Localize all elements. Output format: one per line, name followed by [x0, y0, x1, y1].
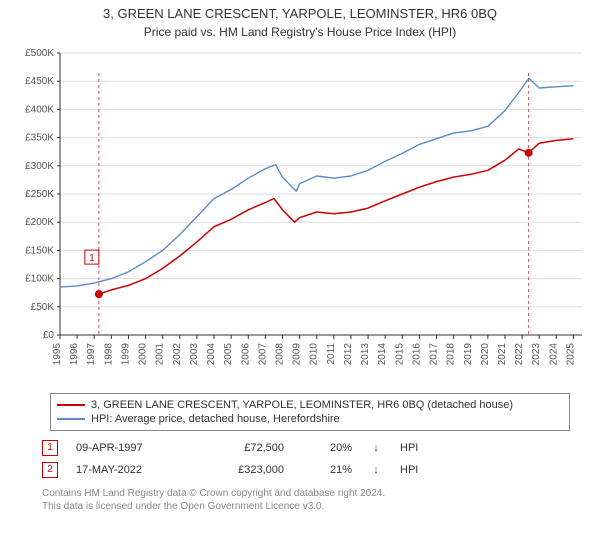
svg-text:£200K: £200K [25, 217, 54, 228]
event-date: 09-APR-1997 [76, 442, 186, 454]
svg-text:2024: 2024 [548, 342, 559, 365]
event-pct: 21% [302, 464, 352, 476]
event-pct: 20% [302, 442, 352, 454]
svg-text:2004: 2004 [206, 342, 217, 365]
svg-text:2006: 2006 [240, 342, 251, 365]
svg-text:2003: 2003 [189, 342, 200, 365]
footnote-line: Contains HM Land Registry data © Crown c… [42, 487, 570, 501]
chart-svg: £0 £50K £100K £150K £200K £250K £300K £350K £400… [10, 45, 590, 385]
event-row: 1 09-APR-1997 £72,500 20% ↓ HPI [42, 437, 570, 459]
chart-subtitle: Price paid vs. HM Land Registry's House … [10, 25, 590, 39]
legend-item: 3, GREEN LANE CRESCENT, YARPOLE, LEOMINS… [57, 398, 563, 412]
down-arrow-icon: ↓ [370, 464, 382, 476]
svg-text:1: 1 [89, 253, 95, 264]
event-table: 1 09-APR-1997 £72,500 20% ↓ HPI 2 17-MAY… [42, 437, 570, 481]
svg-text:£350K: £350K [25, 132, 54, 143]
svg-text:2022: 2022 [514, 342, 525, 365]
svg-text:£50K: £50K [31, 302, 55, 313]
footnote-line: This data is licensed under the Open Gov… [42, 500, 570, 514]
svg-text:2010: 2010 [309, 342, 320, 365]
svg-text:£400K: £400K [25, 104, 54, 115]
svg-text:2005: 2005 [223, 342, 234, 365]
svg-text:2000: 2000 [138, 342, 149, 365]
event-date: 17-MAY-2022 [76, 464, 186, 476]
legend-swatch [57, 404, 85, 406]
svg-text:2025: 2025 [565, 342, 576, 365]
event-hpi-label: HPI [400, 464, 418, 476]
svg-text:2016: 2016 [411, 342, 422, 365]
svg-text:1996: 1996 [69, 342, 80, 365]
svg-text:2023: 2023 [531, 342, 542, 365]
svg-text:£100K: £100K [25, 273, 54, 284]
svg-text:2014: 2014 [377, 342, 388, 365]
svg-text:2001: 2001 [155, 342, 166, 365]
legend-swatch [57, 418, 85, 420]
svg-text:2007: 2007 [257, 342, 268, 365]
svg-text:£150K: £150K [25, 245, 54, 256]
svg-text:2019: 2019 [463, 342, 474, 365]
svg-text:2012: 2012 [343, 342, 354, 365]
svg-text:1998: 1998 [103, 342, 114, 365]
event-price: £323,000 [204, 464, 284, 476]
svg-text:2008: 2008 [274, 342, 285, 365]
svg-text:2009: 2009 [292, 342, 303, 365]
chart-title: 3, GREEN LANE CRESCENT, YARPOLE, LEOMINS… [10, 6, 590, 23]
svg-text:£250K: £250K [25, 189, 54, 200]
chart-plot: £0 £50K £100K £150K £200K £250K £300K £350K £400… [10, 45, 590, 385]
event-marker-box: 2 [42, 462, 58, 478]
svg-text:1999: 1999 [120, 342, 131, 365]
svg-text:1995: 1995 [52, 342, 63, 365]
svg-text:£0: £0 [43, 330, 55, 341]
svg-text:2013: 2013 [360, 342, 371, 365]
svg-text:£450K: £450K [25, 76, 54, 87]
event-price: £72,500 [204, 442, 284, 454]
event-marker-box: 1 [42, 440, 58, 456]
svg-text:2002: 2002 [172, 342, 183, 365]
svg-text:2015: 2015 [394, 342, 405, 365]
legend-item: HPI: Average price, detached house, Here… [57, 412, 563, 426]
svg-text:£300K: £300K [25, 161, 54, 172]
svg-text:2011: 2011 [326, 342, 337, 364]
event-hpi-label: HPI [400, 442, 418, 454]
down-arrow-icon: ↓ [370, 442, 382, 454]
svg-text:2018: 2018 [446, 342, 457, 365]
legend-label: 3, GREEN LANE CRESCENT, YARPOLE, LEOMINS… [91, 399, 513, 411]
svg-text:2021: 2021 [497, 342, 508, 365]
svg-text:2020: 2020 [480, 342, 491, 365]
svg-text:£500K: £500K [25, 48, 54, 59]
event-row: 2 17-MAY-2022 £323,000 21% ↓ HPI [42, 459, 570, 481]
footnote: Contains HM Land Registry data © Crown c… [42, 487, 570, 514]
legend-label: HPI: Average price, detached house, Here… [91, 413, 340, 425]
legend-box: 3, GREEN LANE CRESCENT, YARPOLE, LEOMINS… [50, 393, 570, 431]
svg-text:1997: 1997 [86, 342, 97, 365]
svg-text:2017: 2017 [429, 342, 440, 365]
